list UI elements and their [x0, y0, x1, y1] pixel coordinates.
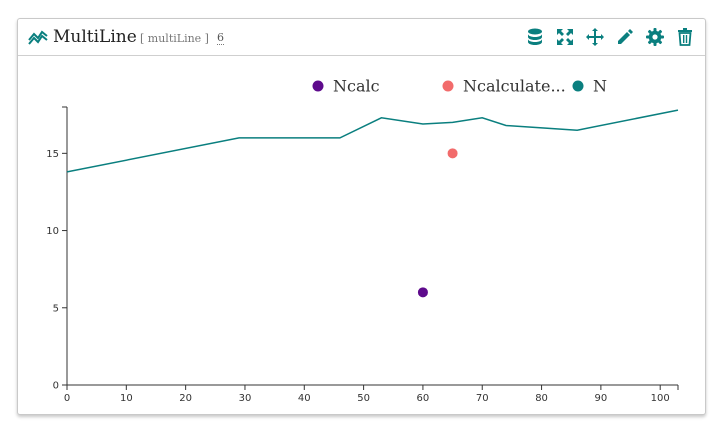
- scatter-point: [447, 148, 458, 159]
- x-tick-label: 80: [535, 393, 548, 404]
- x-tick-label: 30: [239, 393, 252, 404]
- legend-label: N: [593, 77, 607, 96]
- legend-marker: [312, 80, 324, 92]
- widget-subtitle: [ multiLine ]: [140, 32, 209, 45]
- expand-icon[interactable]: [555, 27, 575, 47]
- legend-marker: [572, 80, 584, 92]
- trash-icon[interactable]: [675, 27, 695, 47]
- x-tick-label: 50: [357, 393, 370, 404]
- x-tick-label: 100: [651, 393, 670, 404]
- legend-label: Ncalculate...: [463, 77, 566, 96]
- x-tick-label: 10: [120, 393, 133, 404]
- settings-icon[interactable]: [645, 27, 665, 47]
- x-tick-label: 70: [476, 393, 489, 404]
- widget-title: MultiLine: [53, 27, 137, 47]
- y-tick-label: 15: [46, 149, 59, 160]
- x-tick-label: 0: [64, 393, 70, 404]
- series-line-n: [66, 109, 679, 173]
- chart-plot-area: [66, 109, 679, 298]
- scatter-point: [417, 287, 428, 298]
- edit-icon[interactable]: [615, 27, 635, 47]
- x-tick-label: 20: [179, 393, 192, 404]
- y-tick-label: 0: [53, 381, 59, 392]
- line-chart-icon: [28, 30, 48, 45]
- x-tick-label: 40: [298, 393, 311, 404]
- chart-legend: Ncalc Ncalculate... N: [312, 77, 607, 96]
- widget-toolbar: [525, 27, 695, 47]
- move-icon[interactable]: [585, 27, 605, 47]
- widget-header: MultiLine [ multiLine ] 6: [18, 19, 705, 56]
- y-tick-label: 5: [53, 303, 59, 314]
- chart-axes: 0 10 20 30 40 50 60 70 80 90 100 0 5 10 15: [46, 106, 679, 404]
- database-icon[interactable]: [525, 27, 545, 47]
- legend-marker: [442, 80, 454, 92]
- widget-count[interactable]: 6: [217, 31, 224, 45]
- x-tick-label: 60: [417, 393, 430, 404]
- multiline-widget: MultiLine [ multiLine ] 6: [17, 18, 706, 415]
- multiline-chart: Ncalc Ncalculate... N 0 10 20 30 40 50 60 70 80 90 1…: [46, 77, 679, 404]
- legend-label: Ncalc: [333, 77, 380, 96]
- x-tick-label: 90: [595, 393, 608, 404]
- y-tick-label: 10: [46, 226, 59, 237]
